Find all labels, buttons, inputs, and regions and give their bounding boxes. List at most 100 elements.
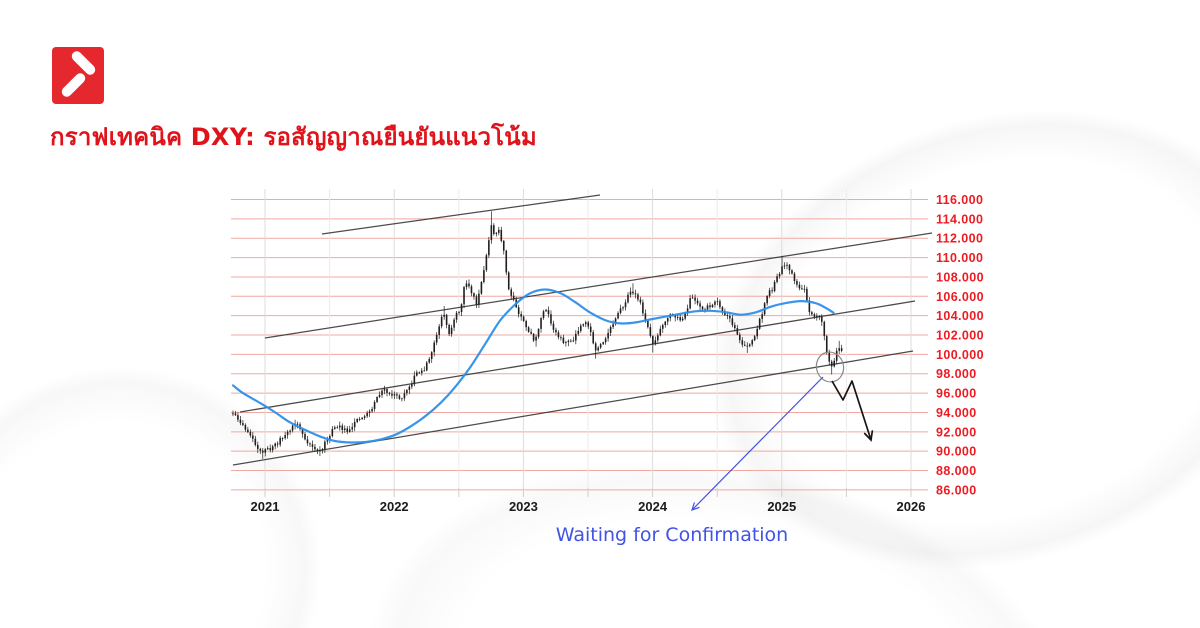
candle-body [505, 250, 508, 273]
candle-body [602, 342, 604, 345]
candle-body [838, 348, 840, 351]
candle-body [654, 340, 657, 344]
candle-body [629, 291, 632, 295]
candle-body [378, 395, 381, 397]
candle-body [289, 430, 291, 432]
candle-body [532, 333, 535, 341]
y-axis-label: 94.000 [936, 406, 977, 420]
candle-body [455, 312, 458, 320]
candle-body [493, 225, 495, 234]
candle-body [716, 301, 719, 303]
candle-body [642, 302, 644, 314]
candle-body [751, 340, 754, 345]
candle-body [244, 424, 247, 430]
candle-body [550, 314, 552, 324]
candle-body [517, 307, 520, 315]
candle-body [637, 294, 639, 300]
pointer-arrowhead-icon [691, 502, 700, 511]
candle-body [746, 345, 749, 347]
candle-body [353, 421, 356, 428]
y-axis-label: 104.000 [936, 309, 984, 323]
candle-body [450, 327, 453, 334]
candle-body [644, 313, 647, 321]
candle-body [271, 446, 274, 451]
candle-body [401, 398, 403, 400]
candle-body [331, 428, 334, 437]
candle-body [438, 326, 440, 335]
candle-body [657, 335, 659, 341]
candle-body [423, 370, 426, 372]
candle-body [761, 314, 763, 319]
candle-body [420, 370, 423, 373]
candle-body [361, 417, 363, 420]
candle-body [336, 427, 339, 429]
candle-body [276, 443, 279, 445]
candle-body [502, 240, 505, 251]
candle-body [813, 314, 816, 317]
y-axis-label: 108.000 [936, 270, 984, 284]
candle-body [632, 291, 634, 294]
candle-body [545, 309, 547, 312]
candle-body [371, 408, 373, 412]
candle-body [398, 395, 401, 399]
candle-body [324, 441, 326, 450]
candle-body [542, 311, 545, 318]
candle-body [743, 344, 746, 346]
candle-body [266, 448, 269, 450]
y-axis-label: 98.000 [936, 367, 977, 381]
candle-body [816, 315, 818, 317]
candle-body [570, 340, 572, 342]
candle-body [666, 318, 669, 322]
candle-body [604, 338, 607, 343]
candle-body [403, 393, 406, 399]
candle-body [483, 270, 485, 282]
candle-body [540, 317, 542, 329]
y-axis-label: 90.000 [936, 445, 977, 459]
candle-body [430, 352, 433, 359]
candle-body [311, 444, 314, 447]
candle-body [560, 337, 562, 339]
candle-body [314, 446, 316, 450]
candle-body [709, 305, 711, 308]
candle-body [495, 232, 498, 234]
candle-body [729, 316, 731, 319]
candle-body [408, 386, 411, 390]
candlestick-series [232, 211, 843, 459]
y-axis-label: 110.000 [936, 251, 983, 265]
trend-line-upper-channel [264, 232, 933, 339]
candle-body [597, 347, 599, 351]
candle-body [346, 428, 349, 432]
candle-body [711, 304, 714, 308]
candle-body [418, 372, 421, 374]
candle-body [460, 304, 463, 312]
candle-body [316, 449, 319, 452]
x-axis-label: 2021 [251, 499, 280, 514]
candle-body [348, 429, 351, 432]
candle-body [572, 340, 575, 342]
candle-body [599, 344, 602, 348]
candle-body [679, 317, 681, 321]
candle-body [512, 295, 515, 300]
candle-body [748, 344, 751, 347]
candle-body [624, 302, 627, 308]
candle-body [338, 425, 341, 428]
candle-body [734, 325, 736, 329]
candle-body [634, 293, 637, 295]
candle-body [535, 336, 537, 341]
candle-body [614, 318, 617, 325]
candle-body [485, 255, 488, 271]
candle-body [291, 425, 294, 431]
candle-body [537, 328, 540, 337]
candle-body [617, 312, 619, 319]
candle-body [714, 301, 716, 305]
candle-body [490, 225, 493, 241]
candle-body [584, 322, 587, 325]
x-axis-label: 2026 [897, 499, 926, 514]
candle-body [247, 429, 249, 433]
brand-logo [52, 47, 104, 104]
candle-body [475, 296, 478, 305]
candle-body [818, 315, 821, 318]
candle-body [664, 321, 667, 326]
candle-body [830, 361, 833, 367]
